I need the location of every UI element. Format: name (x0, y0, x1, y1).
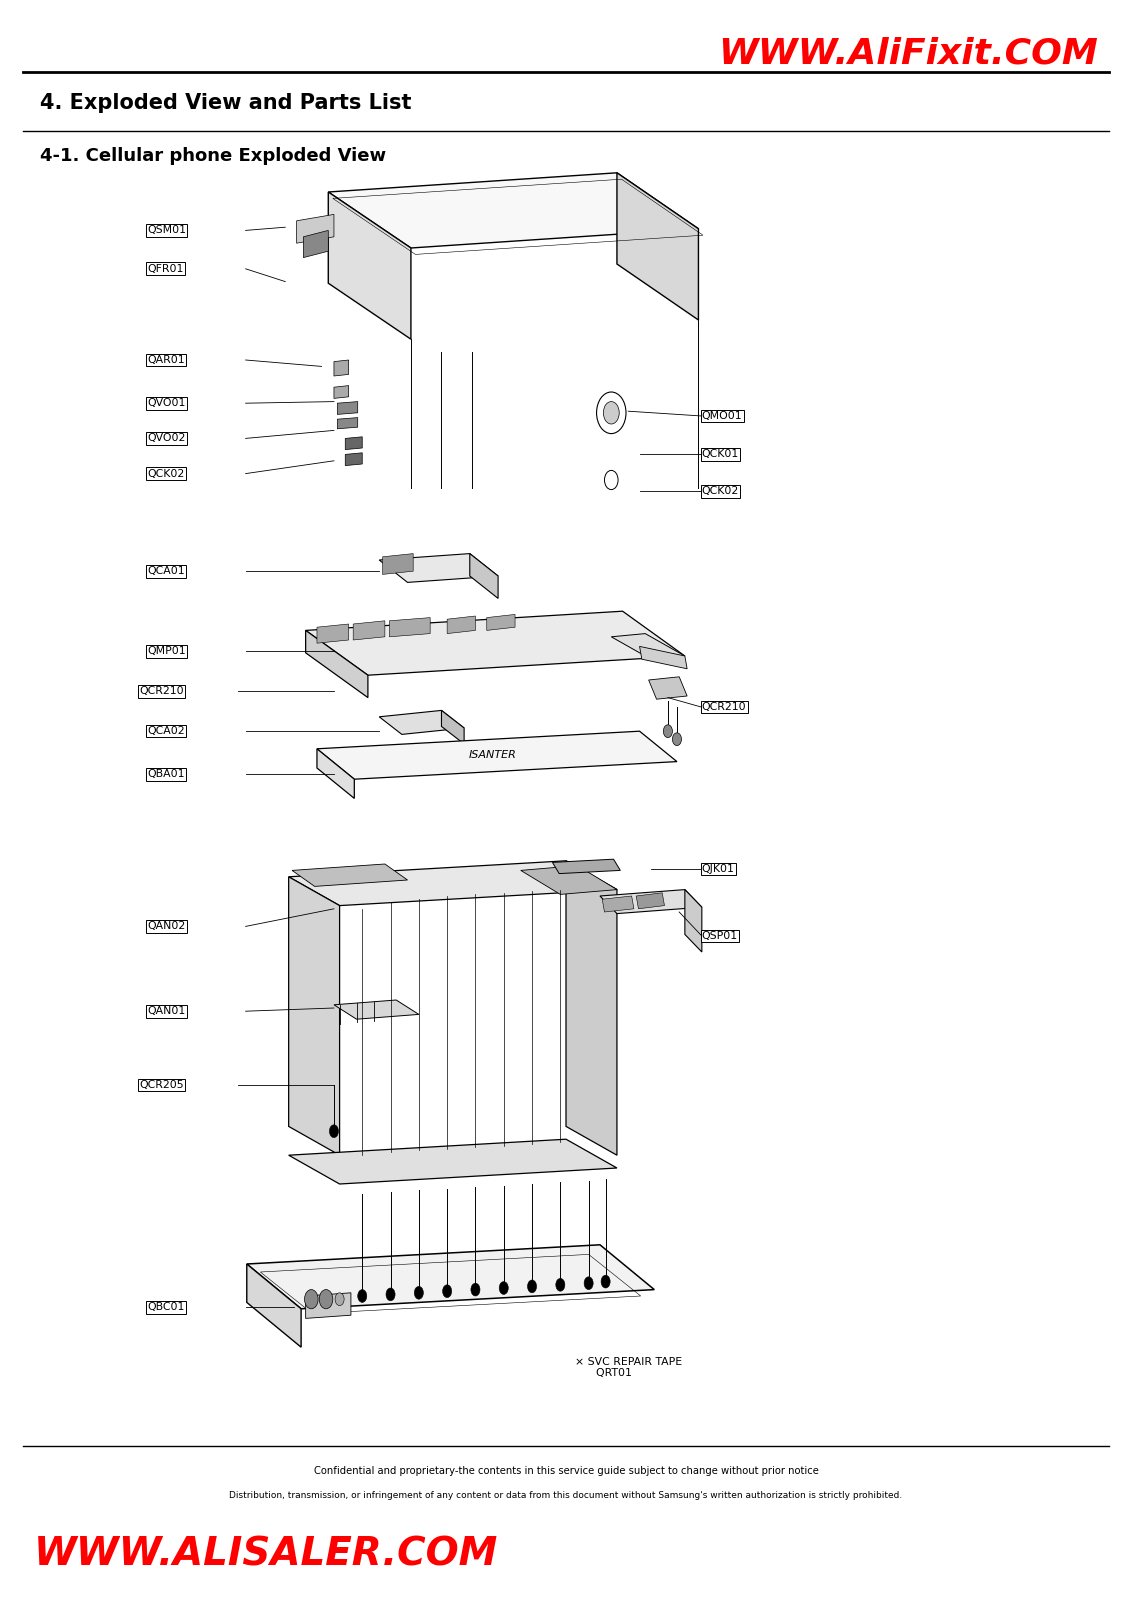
Text: QCR210: QCR210 (702, 702, 746, 712)
Text: QBA01: QBA01 (147, 770, 185, 779)
Text: QAN01: QAN01 (147, 1006, 186, 1016)
Polygon shape (487, 614, 515, 630)
Text: QAN02: QAN02 (147, 922, 186, 931)
Polygon shape (306, 630, 368, 698)
Circle shape (663, 725, 672, 738)
Polygon shape (306, 1293, 351, 1318)
Text: Confidential and proprietary-the contents in this service guide subject to chang: Confidential and proprietary-the content… (314, 1466, 818, 1475)
Polygon shape (303, 230, 328, 258)
Text: QSM01: QSM01 (147, 226, 186, 235)
Polygon shape (521, 866, 617, 894)
Polygon shape (345, 437, 362, 450)
Text: WWW.AliFixit.COM: WWW.AliFixit.COM (718, 37, 1098, 70)
Circle shape (335, 1293, 344, 1306)
Polygon shape (292, 864, 408, 886)
Polygon shape (685, 890, 702, 952)
Polygon shape (379, 554, 498, 582)
Text: Distribution, transmission, or infringement of any content or data from this doc: Distribution, transmission, or infringem… (230, 1491, 902, 1501)
Text: QBC01: QBC01 (147, 1302, 185, 1312)
Polygon shape (600, 890, 702, 914)
Polygon shape (247, 1245, 654, 1309)
Polygon shape (334, 1000, 419, 1019)
Polygon shape (328, 173, 698, 248)
Polygon shape (306, 611, 685, 675)
Circle shape (597, 392, 626, 434)
Circle shape (556, 1278, 565, 1291)
Polygon shape (552, 859, 620, 874)
Text: WWW.ALISALER.COM: WWW.ALISALER.COM (34, 1536, 498, 1574)
Circle shape (414, 1286, 423, 1299)
Text: QCR205: QCR205 (139, 1080, 183, 1090)
Text: 4-1. Cellular phone Exploded View: 4-1. Cellular phone Exploded View (40, 147, 386, 165)
Polygon shape (317, 624, 349, 643)
Text: QJK01: QJK01 (702, 864, 735, 874)
Circle shape (604, 470, 618, 490)
Polygon shape (566, 861, 617, 1155)
Polygon shape (353, 621, 385, 640)
Polygon shape (289, 861, 617, 906)
Polygon shape (317, 749, 354, 798)
Polygon shape (389, 618, 430, 637)
Circle shape (386, 1288, 395, 1301)
Circle shape (601, 1275, 610, 1288)
Polygon shape (337, 402, 358, 414)
Polygon shape (379, 710, 464, 734)
Polygon shape (447, 616, 475, 634)
Circle shape (471, 1283, 480, 1296)
Text: QSP01: QSP01 (702, 931, 738, 941)
Polygon shape (345, 453, 362, 466)
Text: 4. Exploded View and Parts List: 4. Exploded View and Parts List (40, 93, 411, 114)
Polygon shape (337, 418, 358, 429)
Polygon shape (649, 677, 687, 699)
Text: QMO01: QMO01 (702, 411, 743, 421)
Circle shape (499, 1282, 508, 1294)
Text: QCK02: QCK02 (702, 486, 739, 496)
Polygon shape (328, 192, 411, 339)
Polygon shape (617, 173, 698, 320)
Text: QVO02: QVO02 (147, 434, 186, 443)
Text: QVO01: QVO01 (147, 398, 186, 408)
Text: QAR01: QAR01 (147, 355, 185, 365)
Circle shape (319, 1290, 333, 1309)
Text: QCK02: QCK02 (147, 469, 185, 478)
Text: × SVC REPAIR TAPE
      QRT01: × SVC REPAIR TAPE QRT01 (575, 1357, 683, 1378)
Polygon shape (611, 634, 685, 659)
Circle shape (358, 1290, 367, 1302)
Polygon shape (602, 896, 634, 912)
Polygon shape (383, 554, 413, 574)
Text: QFR01: QFR01 (147, 264, 183, 274)
Polygon shape (441, 710, 464, 744)
Polygon shape (289, 877, 340, 1155)
Polygon shape (317, 731, 677, 779)
Circle shape (603, 402, 619, 424)
Polygon shape (636, 893, 664, 909)
Polygon shape (334, 386, 349, 398)
Text: ISANTER: ISANTER (469, 750, 516, 760)
Text: QCR210: QCR210 (139, 686, 183, 696)
Circle shape (528, 1280, 537, 1293)
Polygon shape (247, 1264, 301, 1347)
Circle shape (584, 1277, 593, 1290)
Polygon shape (640, 646, 687, 669)
Polygon shape (470, 554, 498, 598)
Text: QCK01: QCK01 (702, 450, 739, 459)
Text: QCA02: QCA02 (147, 726, 185, 736)
Circle shape (305, 1290, 318, 1309)
Circle shape (672, 733, 681, 746)
Polygon shape (289, 1139, 617, 1184)
Circle shape (329, 1125, 338, 1138)
Polygon shape (334, 360, 349, 376)
Polygon shape (297, 214, 334, 243)
Text: QCA01: QCA01 (147, 566, 185, 576)
Circle shape (443, 1285, 452, 1298)
Text: QMP01: QMP01 (147, 646, 186, 656)
